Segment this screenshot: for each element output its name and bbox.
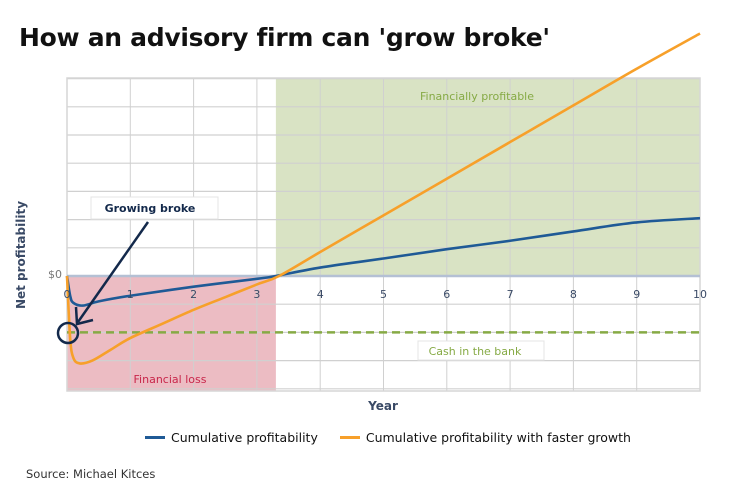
x-tick-label: 8: [570, 288, 577, 301]
x-tick-label: 5: [380, 288, 387, 301]
series-faster-growth: [65, 32, 701, 365]
axes: 0 1 2 3 4 5 6 7 8 9 10 $0 Year: [48, 268, 707, 413]
loss-label: Financial loss: [134, 373, 207, 386]
legend-swatch-orange: [339, 436, 360, 439]
source-note: Source: Michael Kitces: [26, 467, 156, 481]
annotations: Financially profitable Financial loss Cash…: [56, 90, 545, 386]
x-tick-label: 0: [64, 288, 71, 301]
legend-label: Cumulative profitability with faster gro…: [365, 430, 631, 445]
x-axis-label: Year: [367, 399, 398, 413]
x-tick-label: 3: [253, 288, 260, 301]
x-tick-label: 1: [127, 288, 134, 301]
x-tick-label: 10: [693, 288, 707, 301]
series-cumulative-profitability: [65, 216, 701, 307]
legend-item-orange: Cumulative profitability with faster gro…: [339, 430, 631, 445]
legend-item-blue: Cumulative profitability: [145, 430, 318, 445]
y-tick-label: $0: [48, 268, 62, 281]
x-tick-label: 2: [190, 288, 197, 301]
growing-broke-label: Growing broke: [105, 202, 196, 215]
callout-circle-icon: [56, 321, 80, 345]
gridlines: [66, 77, 701, 392]
arrow-head-icon: [74, 306, 94, 326]
x-tick-label: 9: [633, 288, 640, 301]
cash-label: Cash in the bank: [429, 345, 522, 358]
y-axis-label: Net profitability: [14, 200, 28, 310]
series-lines: [65, 32, 701, 365]
chart-title: How an advisory firm can 'grow broke': [19, 23, 550, 52]
callout-arrow: [76, 221, 150, 323]
legend-swatch-blue: [145, 436, 165, 439]
x-tick-label: 4: [317, 288, 324, 301]
legend: Cumulative profitability Cumulative prof…: [145, 430, 631, 445]
legend-label: Cumulative profitability: [171, 430, 318, 445]
x-tick-label: 6: [443, 288, 450, 301]
profitable-label: Financially profitable: [420, 90, 534, 103]
x-tick-label: 7: [507, 288, 514, 301]
